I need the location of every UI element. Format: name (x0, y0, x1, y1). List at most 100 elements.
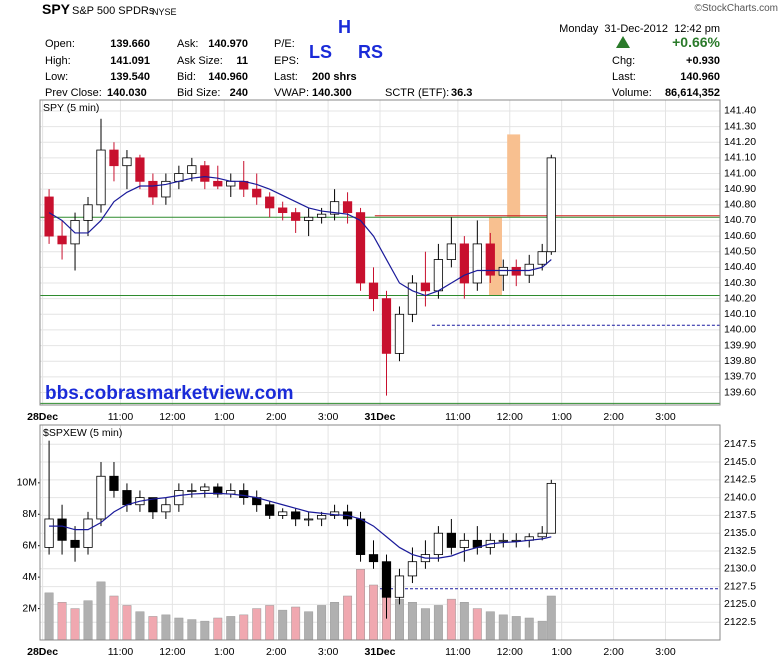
copyright: ©StockCharts.com (694, 3, 778, 14)
field-label: SCTR (ETF): (385, 87, 450, 99)
candle-body (252, 188, 262, 198)
field-label: Low: (45, 71, 69, 83)
candle-body (316, 515, 327, 520)
field-label: Volume: (612, 87, 652, 99)
volume-bar (459, 602, 469, 641)
x-tick-label: 1:00 (214, 411, 235, 423)
x-tick-label: 31Dec (365, 411, 396, 423)
field-label: Last: (612, 71, 636, 83)
candle-body (498, 539, 508, 542)
security-name: S&P 500 SPDRs (72, 5, 155, 17)
volume-bar (57, 602, 67, 641)
x-tick-label: 12:00 (497, 411, 523, 423)
candle-body (546, 482, 556, 534)
x-tick-label: 11:00 (108, 411, 134, 423)
volume-bar (394, 598, 404, 641)
volume-bar (200, 620, 210, 641)
y-tick-label: 2142.5 (724, 474, 756, 486)
candle-body (83, 518, 93, 548)
y2-tick-label: 2M (22, 602, 37, 614)
y-tick-label: 141.10 (724, 152, 756, 164)
volume-bar (446, 598, 456, 641)
candle-body (135, 157, 145, 182)
candle-body (329, 511, 340, 516)
volume-bar (239, 614, 249, 641)
candle-body (329, 201, 340, 215)
volume-bar (135, 611, 145, 641)
x-tick-label: 12:00 (159, 646, 185, 658)
candle-body (459, 243, 469, 284)
field-value: +0.930 (686, 55, 720, 67)
volume-bar (524, 617, 534, 641)
candle-body (148, 180, 158, 198)
candle-body (546, 157, 556, 253)
y-tick-label: 140.80 (724, 199, 756, 211)
x-tick-label: 2:00 (603, 411, 624, 423)
volume-bar (343, 595, 353, 641)
x-tick-label: 3:00 (655, 411, 676, 423)
y-tick-label: 140.20 (724, 292, 756, 304)
pattern-label: RS (358, 42, 384, 62)
candle-body (122, 490, 132, 506)
candle-body (187, 165, 197, 174)
volume-bar (213, 617, 223, 641)
volume-bar (70, 608, 80, 641)
y-tick-label: 141.40 (724, 105, 756, 117)
field-value: 11 (236, 55, 248, 67)
x-tick-label: 12:00 (159, 411, 185, 423)
candle-body (44, 518, 54, 548)
volume-bar (96, 581, 106, 641)
x-tick-label: 3:00 (318, 411, 339, 423)
y-tick-label: 2132.5 (724, 545, 756, 557)
x-tick-label: 11:00 (108, 646, 134, 658)
x-tick-label: 2:00 (603, 646, 624, 658)
candle-body (420, 282, 431, 292)
field-label: EPS: (274, 55, 300, 67)
field-label: VWAP: (274, 87, 310, 99)
candle-body (394, 575, 405, 598)
y-tick-label: 139.60 (724, 386, 756, 398)
field-label: Last: (274, 71, 298, 83)
x-tick-label: 2:00 (266, 411, 287, 423)
candle-body (381, 561, 392, 598)
volume-bar (291, 606, 301, 641)
candle-body (278, 511, 288, 516)
volume-bar (252, 608, 262, 641)
volume-bar (109, 595, 119, 641)
volume-bar (433, 605, 443, 641)
y-tick-label: 140.90 (724, 183, 756, 195)
volume-bar (122, 605, 132, 641)
moving-average (48, 176, 552, 297)
candle-body (304, 216, 314, 221)
candle-body (537, 251, 547, 265)
y-tick-label: 2147.5 (724, 438, 756, 450)
field-value: 240 (229, 87, 248, 99)
plot-frame (39, 424, 721, 641)
candle-body (239, 490, 249, 499)
field-value: 140.960 (208, 71, 248, 83)
field-label: Chg: (612, 55, 636, 67)
candle-body (226, 180, 236, 187)
volume-bar (265, 605, 275, 641)
y-tick-label: 140.00 (724, 324, 756, 336)
field-value: 141.091 (110, 55, 150, 67)
field-label: Bid: (177, 71, 196, 83)
candle-body (265, 504, 275, 516)
candle-body (433, 259, 444, 292)
y-tick-label: 140.50 (724, 245, 756, 257)
zone (489, 217, 502, 296)
candle-body (96, 149, 106, 206)
candle-body (407, 282, 418, 315)
change-pct: +0.66% (672, 34, 720, 50)
y-tick-label: 2125.0 (724, 598, 756, 610)
candle-body (381, 298, 392, 354)
volume-bar (546, 595, 556, 641)
candle-body (187, 490, 197, 492)
volume-bar (304, 611, 314, 641)
y-tick-label: 140.70 (724, 214, 756, 226)
watermark: bbs.cobrasmarketview.com (45, 383, 294, 404)
panel-title: SPY (5 min) (43, 102, 99, 114)
y-tick-label: 140.60 (724, 230, 756, 242)
candle-body (459, 539, 469, 548)
